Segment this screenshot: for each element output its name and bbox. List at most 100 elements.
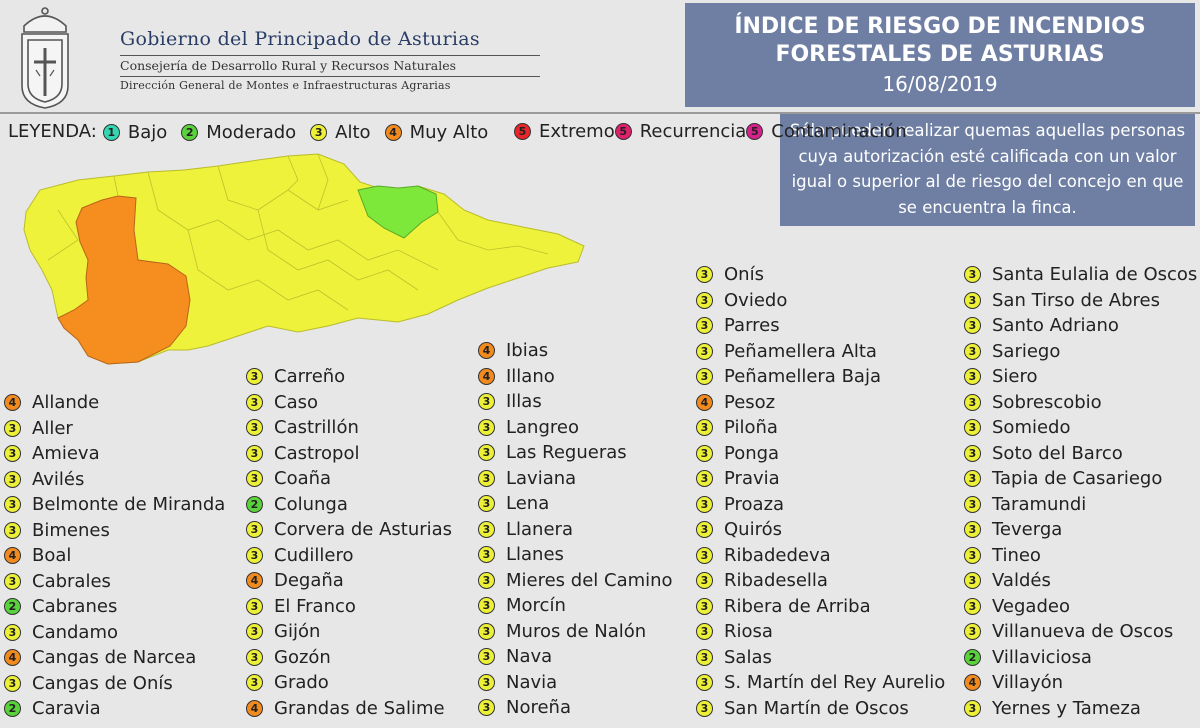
municipality-name: Colunga <box>274 493 348 515</box>
municipality-name: Corvera de Asturias <box>274 519 453 541</box>
municipality-item: 3 Valdés <box>964 568 1197 594</box>
municipality-name: Illano <box>506 365 555 387</box>
risk-level-badge: 3 <box>4 496 21 514</box>
municipality-name: Grado <box>274 672 329 694</box>
risk-level-badge: 4 <box>478 342 495 360</box>
risk-level-badge: 3 <box>246 546 263 564</box>
municipality-item: 3 Somiedo <box>964 415 1197 441</box>
risk-level-badge: 3 <box>964 419 981 437</box>
municipality-name: Illas <box>506 391 542 413</box>
title-line-1: ÍNDICE DE RIESGO DE INCENDIOS <box>734 14 1146 39</box>
municipality-name: Muros de Nalón <box>506 620 647 642</box>
risk-level-badge: 3 <box>696 674 713 692</box>
municipality-item: 3 Castropol <box>246 441 452 467</box>
municipality-name: Cangas de Narcea <box>32 647 197 669</box>
municipality-item: 3 Ribera de Arriba <box>696 594 945 620</box>
municipality-item: 3 Yernes y Tameza <box>964 696 1197 722</box>
risk-level-badge: 4 <box>4 547 21 565</box>
risk-level-badge: 3 <box>696 699 713 717</box>
municipality-name: Cabrales <box>32 570 111 592</box>
municipality-item: 3 Llanera <box>478 517 673 543</box>
municipality-name: Carreño <box>274 366 346 388</box>
risk-level-badge: 3 <box>964 546 981 564</box>
risk-level-badge: 3 <box>310 123 328 141</box>
risk-level-badge: 3 <box>478 469 495 487</box>
legend-title: LEYENDA: <box>8 120 97 142</box>
municipality-item: 3 Illas <box>478 389 673 415</box>
risk-level-badge: 4 <box>478 367 495 385</box>
municipality-name: Vegadeo <box>992 595 1070 617</box>
municipality-item: 3 Siero <box>964 364 1197 390</box>
risk-level-badge: 3 <box>696 623 713 641</box>
municipality-item: 3 Langreo <box>478 415 673 441</box>
coat-of-arms-icon <box>21 7 69 109</box>
municipality-name: Onís <box>724 264 764 286</box>
municipality-column-1: 4 Allande 3 Aller 3 Amieva 3 Avilés 3 Belmonte de… <box>4 390 225 722</box>
risk-level-badge: 3 <box>4 674 21 692</box>
risk-level-badge: 3 <box>478 546 495 564</box>
map-region-muy-alto <box>57 195 191 365</box>
municipality-name: Sobrescobio <box>992 391 1102 413</box>
municipality-name: Oviedo <box>724 289 788 311</box>
risk-level-badge: 3 <box>478 495 495 513</box>
municipality-item: 3 Sobrescobio <box>964 390 1197 416</box>
municipality-item: 4 Cangas de Narcea <box>4 645 225 671</box>
risk-level-badge: 3 <box>478 673 495 691</box>
municipality-name: San Tirso de Abres <box>992 289 1160 311</box>
municipality-name: Caso <box>274 391 318 413</box>
risk-level-badge: 3 <box>696 291 713 309</box>
risk-level-badge: 3 <box>964 393 981 411</box>
municipality-name: El Franco <box>274 595 356 617</box>
risk-level-badge: 3 <box>478 520 495 538</box>
municipality-name: Gozón <box>274 646 331 668</box>
municipality-name: Lena <box>506 493 550 515</box>
risk-level-badge: 4 <box>964 674 981 692</box>
legend-item-label: Extremo <box>539 120 615 142</box>
municipality-item: 3 Las Regueras <box>478 440 673 466</box>
risk-level-badge: 3 <box>246 623 263 641</box>
municipality-item: 3 Carreño <box>246 364 452 390</box>
risk-level-badge: 3 <box>964 470 981 488</box>
risk-level-badge: 3 <box>246 368 263 386</box>
municipality-item: 3 Peñamellera Baja <box>696 364 945 390</box>
risk-level-badge: 4 <box>246 572 263 590</box>
municipality-item: 3 Navia <box>478 670 673 696</box>
municipality-item: 4 Boal <box>4 543 225 569</box>
risk-level-badge: 3 <box>696 648 713 666</box>
municipality-item: 3 Sariego <box>964 339 1197 365</box>
municipality-name: Cudillero <box>274 544 354 566</box>
legend-item-label: Recurrencia <box>639 120 747 142</box>
header-divider <box>0 112 1200 114</box>
municipality-item: 3 Cudillero <box>246 543 452 569</box>
title-line-2: FORESTALES DE ASTURIAS <box>775 42 1105 67</box>
municipality-name: Boal <box>32 545 72 567</box>
risk-level-badge: 3 <box>964 495 981 513</box>
risk-level-badge: 3 <box>696 444 713 462</box>
municipality-name: Noreña <box>506 697 571 719</box>
municipality-name: Piloña <box>724 417 778 439</box>
risk-level-badge: 3 <box>4 623 21 641</box>
municipality-name: Taramundi <box>992 493 1087 515</box>
risk-level-badge: 3 <box>246 470 263 488</box>
legend-item-label: Muy Alto <box>409 121 489 143</box>
municipality-column-2: 3 Carreño 3 Caso 3 Castrillón 3 Castropol 3 Coaña… <box>246 364 452 721</box>
risk-level-badge: 2 <box>964 648 981 666</box>
municipality-column-5: 3 Santa Eulalia de Oscos 3 San Tirso de Abr… <box>964 262 1197 721</box>
risk-level-badge: 4 <box>4 649 21 667</box>
municipality-name: Santo Adriano <box>992 315 1119 337</box>
municipality-item: 3 Oviedo <box>696 288 945 314</box>
risk-level-badge: 3 <box>696 266 713 284</box>
municipality-name: Las Regueras <box>506 442 627 464</box>
legend-item: 3 Alto <box>310 122 371 143</box>
municipality-item: 3 Gozón <box>246 645 452 671</box>
municipality-column-4: 3 Onís 3 Oviedo 3 Parres 3 Peñamellera Alta 3 Peñ… <box>696 262 945 721</box>
risk-level-badge: 3 <box>964 444 981 462</box>
risk-level-badge: 3 <box>964 623 981 641</box>
burning-notice: Sólo pueden realizar quemas aquellas per… <box>780 114 1195 226</box>
municipality-item: 3 Pravia <box>696 466 945 492</box>
risk-level-badge: 3 <box>964 597 981 615</box>
municipality-name: Ibias <box>506 340 549 362</box>
risk-level-badge: 3 <box>246 521 263 539</box>
municipality-item: 3 Taramundi <box>964 492 1197 518</box>
municipality-name: Aller <box>32 417 73 439</box>
